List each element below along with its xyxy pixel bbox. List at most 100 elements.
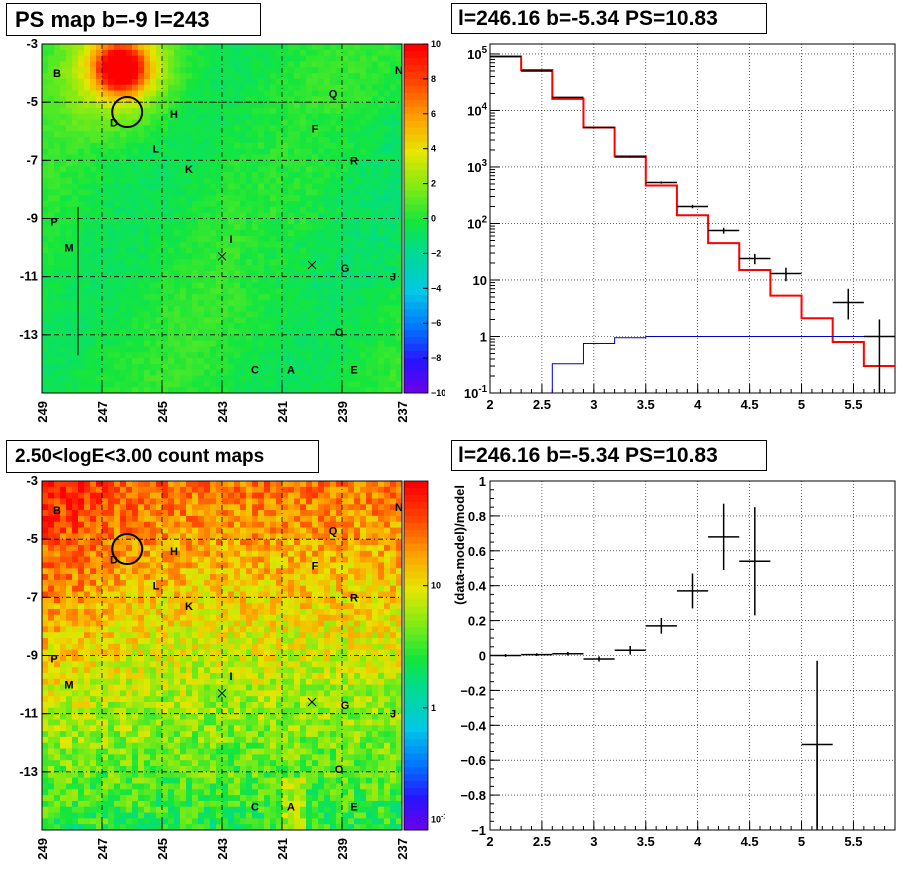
count-pixels xyxy=(42,481,403,831)
colorbar-frame xyxy=(403,480,429,831)
source-label-J: J xyxy=(390,272,396,284)
x-tick-label: 4.5 xyxy=(741,397,759,412)
colorbar-tick-label: 10 xyxy=(431,581,441,591)
x-tick-label: 2 xyxy=(486,397,493,412)
source-label-H: H xyxy=(170,546,178,558)
x-tick-label: 245 xyxy=(155,401,170,423)
y-tick-label: 10 xyxy=(473,273,487,288)
colorbar-tick-label: −4 xyxy=(431,283,441,293)
count-map-panel: 249 247 245 243 241 239 237 -3 -5 -7 -9 -11 -13 B N Q D H… xyxy=(19,473,445,860)
colorbar-tick-label: −6 xyxy=(431,318,441,328)
source-label-H: H xyxy=(170,109,178,121)
y-tick-label: -9 xyxy=(26,211,38,226)
source-label-L: L xyxy=(153,581,160,593)
y-tick-label: 0.2 xyxy=(468,614,486,629)
x-tick-label: 247 xyxy=(95,838,110,860)
spectrum-title: l=246.16 b=-5.34 PS=10.83 xyxy=(451,3,767,34)
source-label-C: C xyxy=(251,802,259,814)
x-tick-label: 247 xyxy=(95,401,110,423)
model-total-step xyxy=(490,55,895,368)
y-tick-label: -9 xyxy=(26,648,38,663)
colorbar xyxy=(404,44,428,394)
x-tick-label: 5 xyxy=(798,397,805,412)
x-tick-label: 3 xyxy=(590,397,597,412)
residual-data-point xyxy=(645,617,677,634)
x-tick-label: 2 xyxy=(486,834,493,849)
y-tick-label: 0 xyxy=(479,649,486,664)
x-tick-label: 4 xyxy=(694,834,702,849)
source-label-N: N xyxy=(395,502,403,514)
y-tick-label: -11 xyxy=(20,706,38,721)
source-label-L: L xyxy=(153,144,160,156)
x-tick-label: 243 xyxy=(215,838,230,860)
source-circle xyxy=(111,533,144,566)
source-label-K: K xyxy=(185,164,193,176)
residual-data-point xyxy=(614,645,646,655)
y-tick-label: 1 xyxy=(480,329,487,344)
colorbar-tick-label: 1 xyxy=(431,703,436,713)
cross-marker xyxy=(307,697,317,707)
source-label-B: B xyxy=(53,505,61,517)
residual-data-point xyxy=(521,653,553,657)
y-tick-label: 10-1 xyxy=(464,384,488,401)
x-tick-label: 241 xyxy=(275,401,290,423)
source-label-F: F xyxy=(312,123,319,135)
source-label-Q: Q xyxy=(329,88,338,100)
colorbar-tick-label: 4 xyxy=(431,144,436,154)
source-label-J: J xyxy=(390,709,396,721)
model-background-step xyxy=(551,335,895,393)
colorbar-tick-label: 6 xyxy=(431,109,436,119)
source-label-E: E xyxy=(350,802,357,814)
source-label-O: O xyxy=(335,764,344,776)
residual-data-point xyxy=(490,654,522,657)
spectrum-data-point xyxy=(863,319,895,393)
y-tick-label: −0.4 xyxy=(460,718,486,733)
y-tick-label: -3 xyxy=(26,36,38,51)
y-tick-label: 102 xyxy=(467,214,487,231)
spectrum-data-point xyxy=(739,253,771,265)
spectrum-data-point xyxy=(614,156,646,158)
source-label-Q: Q xyxy=(329,525,338,537)
cross-marker xyxy=(217,688,227,698)
y-tick-label: 103 xyxy=(467,158,487,175)
colorbar-tick-label: −2 xyxy=(431,248,441,258)
colorbar-tick-label: −10 xyxy=(431,388,445,398)
y-tick-label: -7 xyxy=(26,589,38,604)
x-tick-label: 241 xyxy=(275,838,290,860)
residual-data-point xyxy=(552,652,584,656)
residual-data-point xyxy=(676,573,709,609)
colorbar-tick-label: −8 xyxy=(431,353,441,363)
colorbar-tick-label: 10-1 xyxy=(431,814,445,825)
residual-data-point xyxy=(739,507,771,616)
y-tick-label: -5 xyxy=(26,531,38,546)
spectrum-panel: 2 2.5 3 3.5 4 4.5 5 5.5 10-1 1 10 102 103 104 105 xyxy=(464,43,896,412)
y-tick-label: -13 xyxy=(19,327,38,342)
y-tick-label: 0.4 xyxy=(468,579,487,594)
source-label-O: O xyxy=(335,327,344,339)
source-circle xyxy=(111,96,144,129)
y-tick-label: 0.6 xyxy=(468,544,486,559)
x-tick-label: 243 xyxy=(215,401,230,423)
cross-marker xyxy=(307,260,317,270)
y-tick-label: -13 xyxy=(19,764,38,779)
x-tick-label: 3.5 xyxy=(637,397,655,412)
source-label-M: M xyxy=(64,243,73,255)
source-label-P: P xyxy=(50,653,57,665)
source-label-P: P xyxy=(50,216,57,228)
source-label-F: F xyxy=(312,560,319,572)
x-tick-label: 249 xyxy=(35,401,50,423)
count-map-title: 2.50<logE<3.00 count maps xyxy=(6,440,319,473)
spectrum-data-point xyxy=(770,267,802,282)
source-label-G: G xyxy=(341,263,350,275)
x-tick-label: 2.5 xyxy=(533,834,551,849)
y-axis-label: (data-model)/model xyxy=(452,485,467,605)
ps-map-title: PS map b=-9 l=243 xyxy=(6,3,261,36)
y-tick-label: 105 xyxy=(467,45,487,62)
x-tick-label: 4.5 xyxy=(741,834,759,849)
colorbar-tick-label: 0 xyxy=(431,214,436,224)
y-tick-label: -3 xyxy=(26,473,38,488)
source-label-A: A xyxy=(287,802,295,814)
source-label-R: R xyxy=(350,155,358,167)
y-tick-label: -7 xyxy=(26,152,38,167)
y-tick-label: −0.6 xyxy=(460,753,486,768)
